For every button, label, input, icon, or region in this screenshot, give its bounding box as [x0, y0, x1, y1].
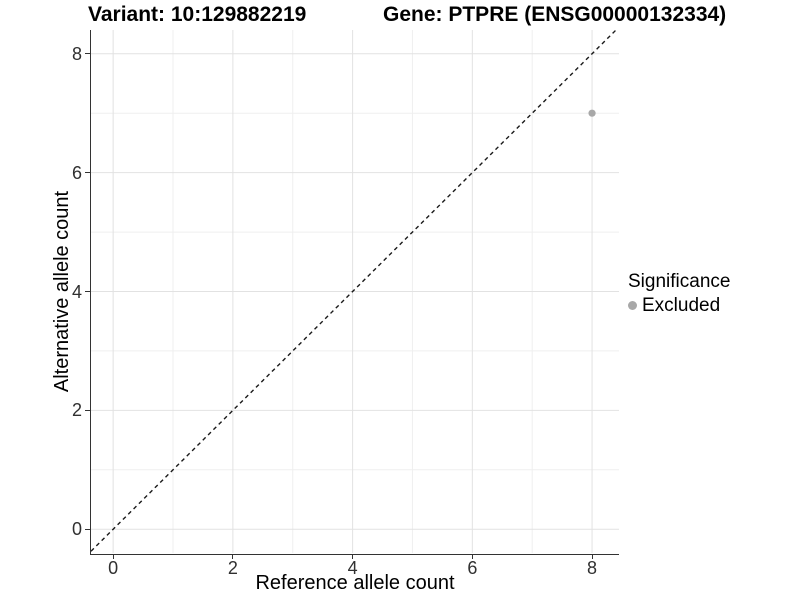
legend-item: Excluded: [628, 294, 730, 317]
x-tick-label: 8: [587, 558, 598, 578]
x-tick-label: 4: [347, 558, 358, 578]
x-axis-title: Reference allele count: [255, 572, 455, 594]
y-tick-label: 6: [71, 162, 82, 183]
x-tick-mark: [112, 554, 114, 559]
legend-title: Significance: [628, 271, 731, 292]
y-tick-mark: [84, 53, 90, 55]
variant-title: Variant: 10:129882219: [88, 3, 307, 26]
x-tick-mark: [591, 554, 593, 559]
legend: Significance Excluded: [628, 270, 730, 317]
identity-dashed-line: [90, 30, 616, 552]
y-tick-label: 0: [71, 519, 82, 540]
y-tick-label: 2: [71, 400, 82, 421]
plot-canvas: [90, 30, 619, 553]
x-tick-label: 2: [227, 558, 238, 578]
y-tick-mark: [84, 172, 90, 174]
x-tick-label: 6: [467, 558, 478, 578]
plot-panel: [89, 30, 619, 555]
gene-title: Gene: PTPRE (ENSG00000132334): [383, 3, 727, 26]
y-axis-title-box: Alternative allele count: [51, 30, 75, 553]
x-tick-mark: [471, 554, 473, 559]
y-tick-label: 8: [71, 43, 82, 64]
y-tick-mark: [84, 291, 90, 292]
legend-items: Excluded: [628, 294, 730, 317]
y-tick-mark: [84, 409, 90, 411]
x-tick-mark: [232, 554, 234, 559]
x-tick-label: 0: [108, 558, 119, 578]
legend-item-label: Excluded: [642, 295, 721, 316]
y-tick-label: 4: [71, 281, 82, 302]
data-point: [587, 109, 596, 117]
y-tick-mark: [84, 528, 90, 530]
legend-dot-icon: [628, 301, 637, 310]
x-tick-mark: [352, 554, 354, 559]
y-axis-title: Alternative allele count: [51, 190, 74, 393]
